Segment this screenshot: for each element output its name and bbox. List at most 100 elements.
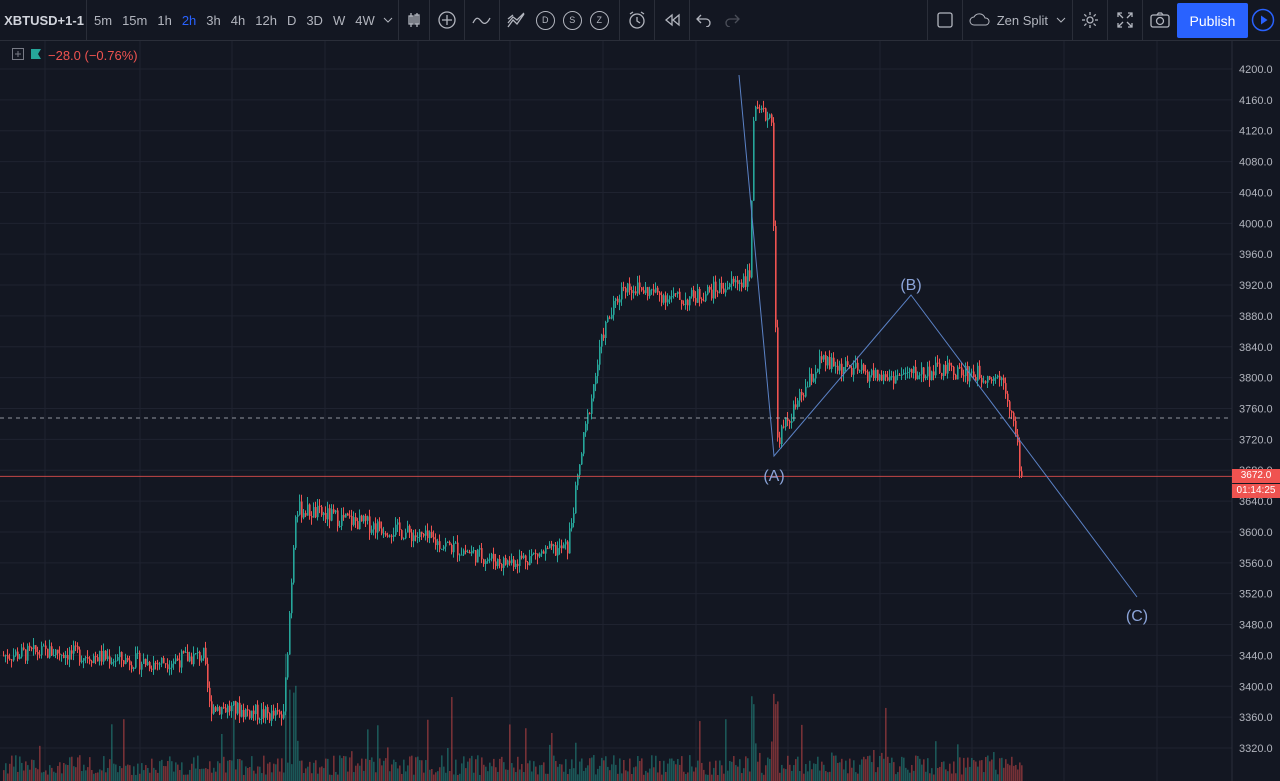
volume-bar [351, 751, 353, 781]
volume-bar [823, 764, 825, 781]
candle-body [385, 533, 387, 536]
candle-body [457, 542, 459, 556]
interval-15m[interactable]: 15m [122, 12, 148, 28]
drawing-d-icon[interactable]: D [532, 0, 559, 41]
volume-bar [223, 756, 225, 781]
interval-w[interactable]: W [332, 12, 346, 28]
candle-body [1003, 377, 1005, 384]
candle-body [877, 369, 879, 381]
wave-label-a: (A) [763, 468, 784, 485]
candle-body [535, 553, 537, 555]
candle-body [393, 534, 395, 537]
interval-2h[interactable]: 2h [181, 12, 197, 28]
candle-body [229, 705, 231, 712]
alert-icon[interactable] [620, 0, 654, 41]
camera-icon[interactable] [1143, 0, 1177, 41]
drawing-s-icon[interactable]: S [559, 0, 586, 41]
interval-5m[interactable]: 5m [94, 12, 113, 28]
volume-bar [517, 756, 519, 781]
volume-bar [109, 759, 111, 781]
price-axis[interactable]: 4200.0 4160.0 4120.0 4080.0 4040.0 4000.0 3960… [1239, 64, 1273, 755]
interval-4w[interactable]: 4W [355, 12, 375, 28]
candle-body [589, 412, 591, 414]
chevron-down-icon[interactable] [380, 0, 396, 41]
candle-body [255, 704, 257, 715]
play-icon[interactable] [1251, 8, 1275, 32]
volume-bar [929, 773, 931, 781]
candle-body [583, 432, 585, 454]
volume-bar [89, 757, 91, 781]
gear-icon[interactable] [1073, 0, 1107, 41]
volume-bar [27, 765, 29, 781]
drawing-z-icon[interactable]: Z [586, 0, 613, 41]
volume-bar [793, 765, 795, 781]
candle-body [141, 663, 143, 670]
volume-bar [957, 744, 959, 781]
candle-body [841, 363, 843, 375]
price-chart[interactable]: (A) (B) (C) 4200.0 4160.0 4120.0 4080.0 4040… [0, 41, 1280, 781]
price-tick-label: 3920.0 [1239, 280, 1273, 292]
volume-bar [765, 765, 767, 781]
volume-bar [661, 774, 663, 781]
volume-bar [13, 766, 15, 781]
interval-12h[interactable]: 12h [255, 12, 277, 28]
expand-icon[interactable] [12, 48, 24, 63]
undo-icon[interactable] [690, 0, 718, 41]
volume-bar [255, 773, 257, 781]
volume-bar [997, 774, 999, 781]
candle-body [23, 647, 25, 650]
redo-icon[interactable] [718, 0, 746, 41]
publish-button[interactable]: Publish [1177, 3, 1248, 38]
volume-bar [239, 758, 241, 781]
fullscreen-icon[interactable] [1108, 0, 1142, 41]
layout-square-icon[interactable] [928, 0, 962, 41]
compare-icon[interactable] [500, 0, 532, 41]
candles-icon[interactable] [399, 0, 429, 41]
volume-bar [697, 760, 699, 781]
interval-3d[interactable]: 3D [306, 12, 323, 28]
volume-bar [917, 756, 919, 781]
volume-bar [725, 719, 727, 781]
wave-line[interactable] [738, 74, 1138, 598]
volume-bar [67, 765, 69, 781]
interval-d[interactable]: D [286, 12, 297, 28]
candle-body [669, 296, 671, 300]
volume-bar [335, 771, 337, 781]
volume-bar [583, 770, 585, 781]
volume-bar [429, 769, 431, 781]
candle-body [117, 657, 119, 661]
volume-bar [355, 765, 357, 781]
candle-body [867, 371, 869, 382]
interval-3h[interactable]: 3h [206, 12, 221, 28]
candle-body [479, 548, 481, 550]
volume-bar [983, 772, 985, 781]
candle-body [301, 501, 303, 518]
elliott-wave-drawing[interactable]: (A) (B) (C) [738, 74, 1148, 625]
volume-bar [783, 768, 785, 781]
symbol-search[interactable]: XBTUSD+1-1 [4, 12, 84, 28]
chevron-down-icon[interactable] [1054, 0, 1068, 41]
separator [926, 0, 928, 41]
volume-bar [741, 773, 743, 781]
add-indicator-icon[interactable] [430, 0, 464, 41]
interval-4h[interactable]: 4h [230, 12, 246, 28]
volume-bar [185, 774, 187, 781]
volume-bar [319, 767, 321, 781]
volume-bar [207, 769, 209, 781]
volume-bar [1003, 767, 1005, 781]
candle-body [839, 363, 841, 371]
volume-bar [903, 757, 905, 781]
volume-bar [635, 766, 637, 781]
layout-name[interactable]: Zen Split [996, 12, 1048, 28]
volume-bar [593, 755, 595, 781]
volume-bar [857, 773, 859, 781]
candle-body [997, 375, 999, 378]
volume-bar [259, 766, 261, 781]
candle-body [399, 522, 401, 531]
flag-icon[interactable] [30, 48, 42, 63]
interval-1h[interactable]: 1h [157, 12, 172, 28]
candle-body [287, 654, 289, 678]
indicators-icon[interactable] [465, 0, 499, 41]
volume-bar [37, 769, 39, 781]
replay-icon[interactable] [655, 0, 689, 41]
